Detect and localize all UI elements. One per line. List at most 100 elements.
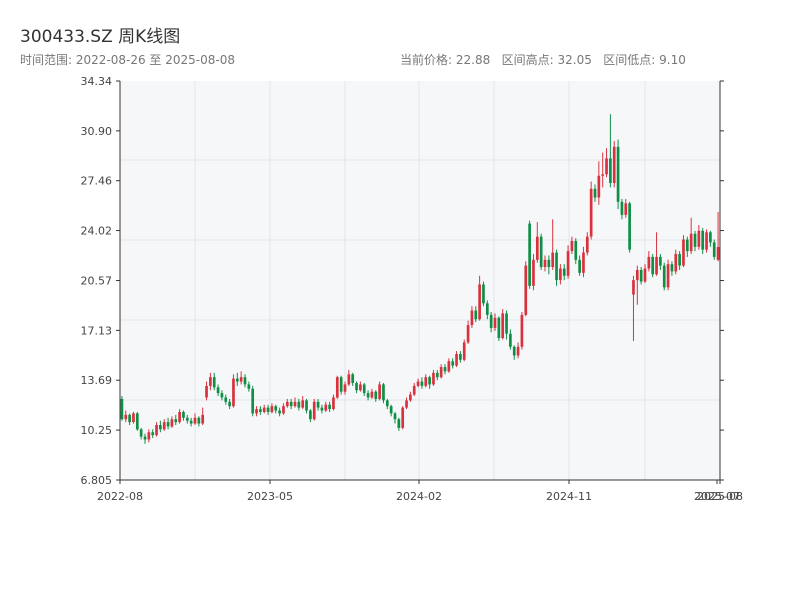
candle-body	[128, 414, 131, 423]
candle	[197, 416, 201, 427]
candle-body	[405, 400, 408, 408]
candle-body	[570, 240, 574, 252]
candle	[282, 403, 285, 415]
candle-body	[628, 203, 631, 250]
candle-body	[155, 425, 158, 436]
candle-body	[185, 417, 189, 421]
candle-body	[470, 310, 474, 326]
y-tick-label: 13.69	[81, 374, 113, 387]
candle	[193, 413, 197, 426]
candle	[262, 404, 266, 414]
candle-body	[462, 342, 466, 360]
candle-body	[143, 436, 147, 440]
candle-body	[320, 407, 324, 411]
candle	[216, 384, 220, 397]
candle-body	[455, 354, 458, 366]
candle	[639, 267, 643, 285]
candle	[470, 306, 474, 328]
candle-body	[543, 259, 547, 268]
candle-body	[359, 384, 362, 391]
candle	[616, 139, 620, 210]
candle	[132, 411, 135, 424]
candle	[328, 401, 331, 412]
candle-body	[435, 372, 439, 378]
candle	[555, 249, 558, 286]
candle-body	[639, 269, 643, 282]
candle-body	[162, 422, 166, 430]
y-tick-label: 34.34	[81, 75, 113, 88]
candle-body	[378, 384, 381, 399]
candle	[432, 369, 435, 386]
candle	[266, 404, 270, 415]
candle	[459, 351, 462, 363]
candle-body	[209, 377, 212, 386]
candle-body	[685, 239, 689, 252]
candle	[574, 238, 578, 265]
candle-body	[532, 259, 535, 286]
candle-body	[305, 400, 308, 411]
candle-body	[289, 401, 293, 407]
candle	[182, 410, 185, 421]
candle-body	[293, 401, 297, 407]
candle	[178, 409, 181, 424]
candle-body	[255, 409, 258, 414]
candle	[678, 251, 681, 270]
candle	[612, 140, 616, 188]
candle-body	[351, 374, 355, 383]
candle-body	[466, 325, 470, 343]
candle-body	[366, 393, 370, 398]
candle	[274, 404, 278, 414]
candle	[255, 406, 258, 417]
candle-body	[132, 413, 135, 423]
candle	[243, 374, 247, 388]
candle	[147, 429, 151, 443]
candle	[174, 414, 178, 426]
candle	[493, 313, 497, 331]
candle	[385, 398, 389, 410]
y-tick-label: 17.13	[81, 324, 113, 337]
candle	[505, 310, 508, 340]
candle-body	[343, 384, 347, 392]
candle	[139, 427, 143, 440]
candle	[478, 275, 481, 321]
candle	[705, 229, 708, 253]
candle	[159, 420, 162, 433]
candle	[151, 429, 155, 439]
candle	[589, 181, 593, 240]
candle	[689, 217, 693, 255]
candle	[597, 161, 601, 205]
candle-body	[159, 425, 162, 430]
candle-body	[220, 393, 224, 398]
candle-body	[489, 314, 493, 328]
candle-body	[370, 391, 374, 398]
candle	[135, 411, 139, 431]
candle-body	[678, 254, 681, 266]
candle-body	[174, 419, 178, 423]
candle	[312, 398, 316, 421]
candle	[239, 371, 243, 385]
candle-body	[332, 397, 335, 410]
chart-title: 300433.SZ 周K线图	[20, 27, 181, 47]
candle	[332, 394, 335, 411]
candle	[305, 398, 308, 414]
candle	[620, 198, 624, 220]
candle-body	[609, 158, 612, 184]
candle	[259, 406, 262, 415]
candle-body	[270, 406, 274, 412]
candle-body	[701, 230, 705, 250]
candle	[532, 254, 535, 291]
candle	[251, 385, 255, 417]
candle	[435, 369, 439, 381]
candle-body	[516, 346, 520, 356]
candle	[155, 422, 158, 437]
candle-body	[585, 236, 589, 253]
candle	[439, 364, 443, 379]
candle-body	[224, 397, 228, 402]
candle-body	[705, 232, 708, 250]
candle-body	[201, 414, 205, 424]
candle	[293, 397, 297, 408]
x-tick-label: 2023-05	[247, 490, 293, 503]
candle-body	[362, 384, 366, 394]
candle	[601, 152, 605, 188]
candle	[232, 374, 235, 408]
